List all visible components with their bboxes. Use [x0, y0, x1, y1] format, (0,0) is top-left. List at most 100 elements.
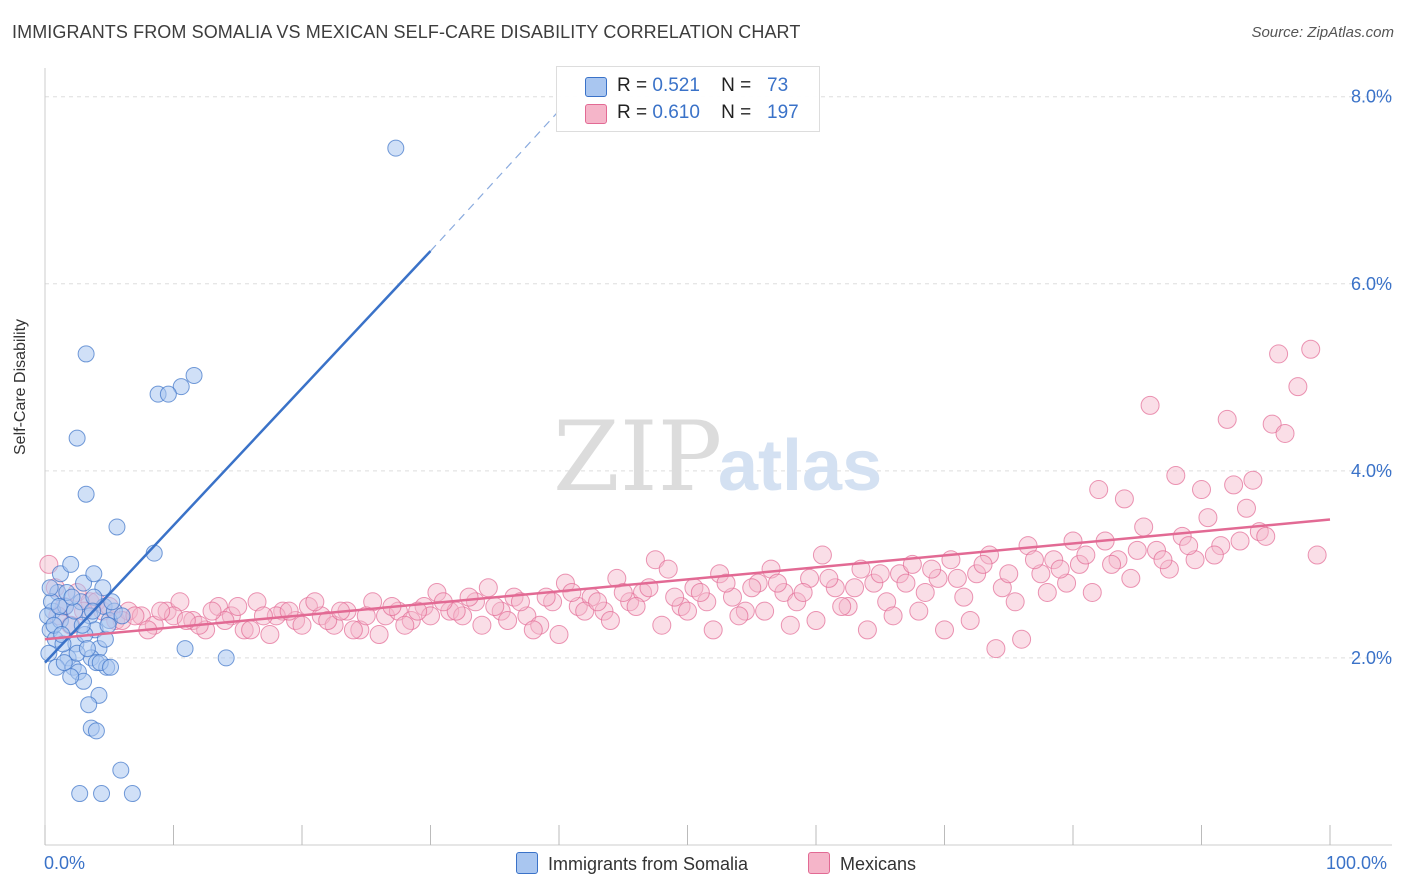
mexican-point [1243, 470, 1263, 490]
mexican-point [485, 596, 505, 616]
mexican-point [896, 573, 916, 593]
mexican-point [935, 620, 954, 640]
mexican-point [408, 601, 428, 621]
somalia-point [185, 366, 203, 384]
somalia-point [62, 555, 80, 573]
mexican-point [523, 620, 543, 640]
mexican-point [1012, 629, 1032, 649]
mexican-point [780, 615, 800, 635]
mexican-point [549, 625, 569, 645]
mexican-point [1262, 414, 1282, 434]
somalia-point [68, 429, 86, 447]
mexican-point [562, 582, 582, 602]
legend-r-label-mexicans: R = [617, 102, 648, 123]
mexican-point [343, 620, 363, 640]
somalia-point [66, 602, 84, 620]
mexican-point [1211, 536, 1231, 556]
mexican-point [478, 578, 498, 598]
mexican-point [703, 620, 723, 640]
mexican-point [305, 592, 325, 612]
somalia-point [102, 658, 120, 676]
mexican-point [999, 564, 1019, 584]
mexican-point [883, 606, 903, 626]
mexican-point [877, 592, 897, 612]
somalia-point [71, 785, 89, 803]
mexican-point [992, 578, 1012, 598]
mexican-point [690, 582, 710, 602]
somalia-point [40, 644, 58, 662]
y-tick-label: 2.0% [1351, 648, 1392, 668]
mexican-point [510, 592, 530, 612]
mexican-point [819, 568, 839, 588]
mexican-point [1050, 559, 1070, 579]
somalia-point [87, 722, 105, 740]
mexican-point [967, 564, 987, 584]
mexican-point [658, 559, 678, 579]
mexican-point [607, 568, 627, 588]
mexican-point [395, 615, 415, 635]
mexican-point [1031, 564, 1051, 584]
mexican-point [1134, 517, 1154, 537]
chart-title: IMMIGRANTS FROM SOMALIA VS MEXICAN SELF-… [12, 22, 801, 42]
legend-swatch-mexicans [585, 104, 607, 124]
watermark-atlas: atlas [718, 426, 882, 506]
somalia-point [113, 607, 131, 625]
mexican-point [825, 578, 845, 598]
mexican-point [459, 587, 479, 607]
mexican-point [767, 573, 787, 593]
y-axis-label: Self-Care Disability [12, 318, 29, 455]
mexican-point [1082, 582, 1102, 602]
mexican-point [864, 573, 884, 593]
somalia-point [62, 668, 80, 686]
mexican-point [954, 587, 974, 607]
mexican-point [1005, 592, 1025, 612]
somalia-point [63, 588, 81, 606]
mexican-point [1153, 550, 1173, 570]
mexican-point [1192, 480, 1211, 500]
mexican-point [793, 582, 813, 602]
mexican-point [928, 568, 948, 588]
somalia-point [99, 616, 117, 634]
mexican-point [645, 550, 665, 570]
mexican-point [947, 568, 967, 588]
mexican-point [1204, 545, 1224, 565]
legend-n-label-somalia: N = [721, 75, 752, 96]
somalia-point [108, 518, 126, 536]
legend-r-value-mexicans: 0.610 [652, 102, 700, 123]
somalia-point [78, 640, 96, 658]
mexican-point [363, 592, 383, 612]
y-tick-label: 8.0% [1351, 87, 1392, 107]
mexican-point [697, 592, 717, 612]
mexican-point [626, 596, 646, 616]
y-tick-label: 6.0% [1351, 274, 1392, 294]
mexican-point [555, 573, 575, 593]
mexican-point [1114, 489, 1134, 509]
mexican-point [517, 606, 537, 626]
bottom-legend-mexicans: Mexicans [808, 852, 916, 875]
somalia-point [112, 761, 130, 779]
mexican-point [909, 601, 929, 621]
mexican-point [1121, 568, 1141, 588]
mexican-point [1089, 480, 1109, 500]
mexican-point [164, 606, 183, 626]
somalia-point [50, 597, 68, 615]
mexican-point [594, 601, 614, 621]
mexican-point [845, 578, 865, 598]
mexican-point [228, 596, 248, 616]
mexican-point [652, 615, 672, 635]
mexican-point [1037, 582, 1057, 602]
bottom-legend-label-somalia: Immigrants from Somalia [548, 854, 749, 874]
mexican-point [1198, 508, 1218, 528]
mexican-point [973, 554, 993, 574]
watermark-zip: ZIP [553, 401, 722, 513]
legend-swatch-somalia [585, 77, 607, 97]
mexican-point [292, 615, 312, 635]
mexican-point [600, 611, 620, 631]
mexican-point [1044, 550, 1064, 570]
mexican-point [498, 611, 518, 631]
mexican-point [318, 611, 338, 631]
correlation-legend: R = 0.521 N = 73 R = 0.610 N = 197 [556, 66, 820, 132]
mexican-point [1288, 377, 1308, 397]
mexican-point [1307, 545, 1327, 565]
mexican-point [1147, 540, 1167, 560]
